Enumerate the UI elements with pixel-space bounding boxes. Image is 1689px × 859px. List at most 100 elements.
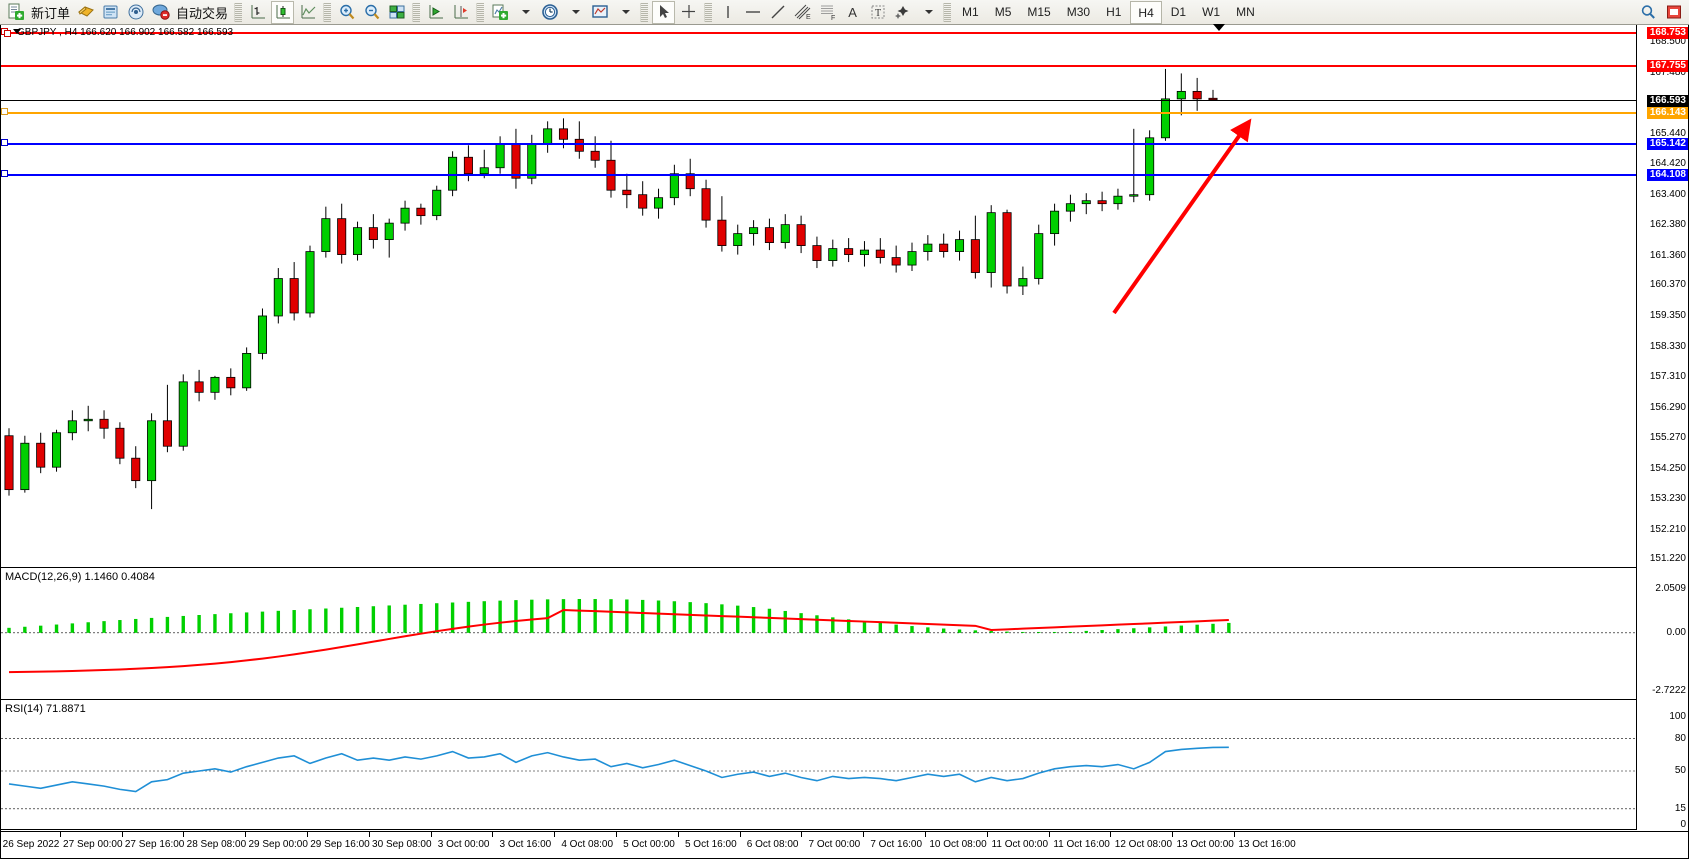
toolbar-separator-3 [412,2,421,22]
resistance-line-1[interactable] [1,32,1636,34]
mql5-community-button[interactable] [99,1,122,24]
chart-collapse-icon[interactable] [13,29,21,34]
zoom-in-icon [339,4,354,20]
price-tick-label: 159.350 [1649,309,1686,321]
macd-pane[interactable]: MACD(12,26,9) 1.1460 0.4084 [1,569,1636,700]
auto-trading-label[interactable]: 自动交易 [176,5,229,21]
toolbar-separator-6 [704,2,713,22]
cursor-tool[interactable] [652,0,676,24]
search-button[interactable] [1636,1,1659,24]
text-tool[interactable]: A [841,1,864,24]
trendline-tool[interactable] [766,1,789,24]
price-pane[interactable] [1,25,1636,568]
chart-shift-button[interactable] [449,1,472,24]
price-level-tag[interactable]: 167.755 [1646,60,1688,72]
support-line-1[interactable] [1,143,1636,145]
chart-expand-handle[interactable] [4,30,11,37]
signals-button[interactable] [124,1,147,24]
candle-body [970,239,980,273]
price-tick-label: 155.270 [1649,432,1686,444]
label-tool[interactable]: T [866,1,889,24]
zoom-in-button[interactable] [335,1,358,24]
candle-body [4,435,14,491]
time-tick-label: 7 Oct 00:00 [808,839,861,850]
time-tick [1110,832,1112,837]
timeframe-m15[interactable]: M15 [1027,4,1051,19]
time-tick [801,832,803,837]
timeframe-h4[interactable]: H4 [1130,0,1162,24]
time-tick [121,832,123,837]
templates-button[interactable] [588,1,611,24]
support-1-anchor[interactable] [1,139,8,146]
templates-dropdown[interactable] [613,1,636,24]
periods-button[interactable] [538,1,561,24]
candle-body [353,227,363,255]
candle-body [20,442,30,491]
time-tick-label: 29 Sep 00:00 [248,839,308,850]
fullscreen-button[interactable] [1662,1,1685,24]
price-scale[interactable]: 168.500167.480166.420165.440164.420163.4… [1636,25,1688,830]
price-level-tag[interactable]: 166.593 [1646,95,1688,107]
search-icon [1641,5,1655,19]
rsi-tick-label: 50 [1674,765,1686,776]
candle-body [955,239,965,252]
timeframe-d1[interactable]: D1 [1170,4,1187,19]
price-tick-label: 151.220 [1649,553,1686,565]
periods-dropdown[interactable] [563,1,586,24]
candlestick-chart-button[interactable] [271,0,295,24]
support-2-anchor[interactable] [1,170,8,177]
indicators-button[interactable] [488,1,511,24]
price-tick-label: 165.440 [1649,127,1686,139]
time-tick-label: 13 Oct 16:00 [1238,839,1296,850]
resistance-line-2[interactable] [1,65,1636,67]
time-axis[interactable]: 26 Sep 2022 27 Sep 00:00 27 Sep 16:00 28 Se… [1,831,1688,858]
fibonacci-tool[interactable]: F [816,1,839,24]
timeframe-h1[interactable]: H1 [1106,4,1122,19]
objects-tool[interactable] [891,1,914,24]
candle-body [733,233,743,246]
equidistant-channel-tool[interactable]: E [791,1,814,24]
macd-tick-label: 0.00 [1666,626,1686,638]
crosshair-icon [681,5,695,18]
pivot-anchor[interactable] [1,108,8,115]
objects-dropdown[interactable] [916,1,939,24]
support-line-2[interactable] [1,174,1636,176]
zoom-out-button[interactable] [360,1,383,24]
auto-scroll-button[interactable] [424,1,447,24]
pivot-line[interactable] [1,112,1636,114]
auto-trading-button[interactable] [149,1,172,24]
price-level-tag[interactable]: 165.142 [1646,138,1688,150]
horizontal-line-tool[interactable] [741,1,764,24]
chart-area[interactable]: GBPJPY , H4 166.620 166.902 166.582 166.… [0,24,1689,859]
time-tick [245,832,247,837]
candle-body [1002,212,1012,287]
line-chart-button[interactable] [296,1,319,24]
price-level-tag[interactable]: 168.753 [1646,27,1688,39]
price-level-tag[interactable]: 166.143 [1646,107,1688,119]
new-order-label[interactable]: 新订单 [31,5,71,21]
new-order-button[interactable] [4,1,27,24]
timeframe-m30[interactable]: M30 [1066,4,1091,19]
time-tick-label: 3 Oct 00:00 [437,839,490,850]
timeframe-m1[interactable]: M1 [962,4,979,19]
candle-body [131,457,141,482]
timeframe-m5[interactable]: M5 [994,4,1012,19]
bar-chart-button[interactable] [246,1,269,24]
toolbar-separator-7 [943,2,952,22]
timeframe-mn[interactable]: MN [1236,4,1255,19]
vertical-line-tool[interactable] [716,1,739,24]
mql5-community-icon [103,5,118,19]
price-level-tag[interactable]: 164.108 [1646,169,1688,181]
time-tick-label: 7 Oct 16:00 [870,839,923,850]
candle-body [907,251,917,266]
timeframe-w1[interactable]: W1 [1202,4,1221,19]
tile-windows-button[interactable] [385,1,408,24]
rsi-layer [1,738,1636,810]
crosshair-tool[interactable] [677,1,700,24]
rsi-pane[interactable]: RSI(14) 71.8871 [1,701,1636,830]
profile-button[interactable] [74,1,97,24]
chevron-down-icon [924,10,933,14]
rsi-tick-label: 80 [1674,732,1686,744]
candle-body [654,197,664,209]
indicators-dropdown[interactable] [513,1,536,24]
